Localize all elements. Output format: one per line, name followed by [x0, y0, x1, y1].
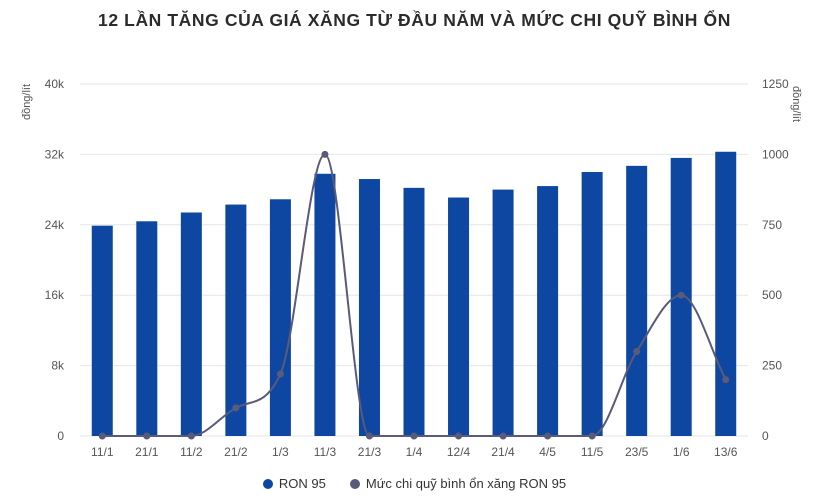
bar-21/1[interactable]	[136, 221, 158, 436]
x-tick-label: 12/4	[447, 445, 471, 459]
line-point-11/5[interactable]	[588, 432, 596, 440]
legend-item-ron95[interactable]: RON 95	[262, 476, 326, 491]
legend-item-fund[interactable]: Mức chi quỹ bình ổn xăng RON 95	[349, 476, 567, 491]
x-tick-label: 21/1	[135, 445, 159, 459]
legend-marker-line	[349, 478, 360, 489]
x-tick-label: 11/3	[314, 445, 337, 459]
left-tick-label: 0	[57, 429, 64, 443]
bar-1/4[interactable]	[403, 187, 425, 436]
legend-marker-bar	[262, 478, 273, 489]
left-tick-label: 16k	[45, 288, 65, 302]
left-tick-label: 24k	[45, 218, 65, 232]
left-tick-label: 8k	[51, 359, 65, 373]
bar-1/3[interactable]	[269, 199, 291, 436]
bar-12/4[interactable]	[448, 197, 470, 436]
x-tick-label: 11/1	[91, 445, 114, 459]
right-axis-unit: đồng/lít	[790, 86, 802, 122]
x-tick-label: 4/5	[539, 445, 556, 459]
x-tick-label: 11/5	[581, 445, 604, 459]
bar-11/3[interactable]	[314, 173, 336, 436]
x-tick-label: 23/5	[625, 445, 649, 459]
line-point-1/4[interactable]	[410, 432, 418, 440]
left-tick-label: 40k	[45, 77, 65, 91]
legend-label-ron95: RON 95	[278, 476, 326, 491]
left-axis-unit: đồng/lít	[21, 84, 33, 120]
line-point-12/4[interactable]	[455, 432, 463, 440]
line-point-4/5[interactable]	[544, 432, 552, 440]
line-point-21/1[interactable]	[143, 432, 151, 440]
line-point-21/2[interactable]	[232, 404, 240, 412]
line-point-21/3[interactable]	[365, 432, 373, 440]
chart-svg: 0 8k 16k 24k 32k 40k 0 250 500 750 1000 1250 11/1 2…	[21, 77, 802, 459]
line-point-11/3[interactable]	[321, 150, 329, 158]
bar-11/2[interactable]	[180, 212, 202, 436]
x-tick-label: 21/3	[358, 445, 382, 459]
bar-21/3[interactable]	[358, 179, 380, 437]
right-axis-ticks: 0 250 500 750 1000 1250	[762, 77, 789, 443]
chart-title: 12 LẦN TĂNG CỦA GIÁ XĂNG TỪ ĐẦU NĂM VÀ M…	[98, 10, 731, 30]
line-point-11/1[interactable]	[98, 432, 106, 440]
x-tick-label: 1/4	[406, 445, 423, 459]
line-point-1/3[interactable]	[276, 370, 284, 378]
bar-11/1[interactable]	[91, 225, 113, 436]
line-points	[98, 150, 730, 440]
right-tick-label: 250	[762, 359, 782, 373]
legend-label-fund: Mức chi quỹ bình ổn xăng RON 95	[365, 476, 567, 491]
line-point-1/6[interactable]	[677, 291, 685, 299]
right-tick-label: 1000	[762, 147, 789, 161]
left-tick-label: 32k	[45, 147, 65, 161]
x-tick-label: 11/2	[180, 445, 203, 459]
line-point-21/4[interactable]	[499, 432, 507, 440]
line-point-11/2[interactable]	[187, 432, 195, 440]
x-tick-label: 21/2	[224, 445, 248, 459]
right-tick-label: 1250	[762, 77, 789, 91]
bar-4/5[interactable]	[537, 186, 559, 436]
bar-13/6[interactable]	[715, 151, 737, 436]
bar-21/4[interactable]	[492, 189, 514, 436]
x-tick-label: 1/6	[673, 445, 690, 459]
legend: RON 95 Mức chi quỹ bình ổn xăng RON 95	[0, 476, 829, 491]
right-tick-label: 0	[762, 429, 769, 443]
right-tick-label: 500	[762, 288, 782, 302]
x-axis-ticks: 11/1 21/1 11/2 21/2 1/3 11/3 21/3 1/4 12/4 21/4 4/…	[91, 445, 738, 459]
x-tick-label: 13/6	[714, 445, 738, 459]
line-series-stabilization-fund	[102, 153, 727, 437]
line-point-13/6[interactable]	[722, 376, 730, 384]
left-axis-ticks: 0 8k 16k 24k 32k 40k	[45, 77, 65, 443]
bar-11/5[interactable]	[581, 172, 603, 436]
bar-series-ron95	[91, 151, 737, 437]
bar-21/2[interactable]	[225, 204, 247, 436]
x-tick-label: 1/3	[272, 445, 289, 459]
right-tick-label: 750	[762, 218, 782, 232]
bar-23/5[interactable]	[626, 165, 648, 436]
x-tick-label: 21/4	[491, 445, 515, 459]
line-point-23/5[interactable]	[633, 348, 641, 356]
